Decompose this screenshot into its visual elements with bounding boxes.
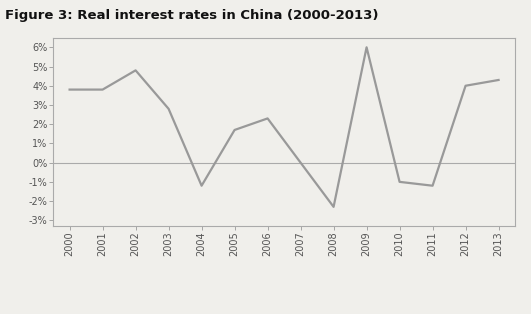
Text: Figure 3: Real interest rates in China (2000-2013): Figure 3: Real interest rates in China (… xyxy=(5,9,379,22)
